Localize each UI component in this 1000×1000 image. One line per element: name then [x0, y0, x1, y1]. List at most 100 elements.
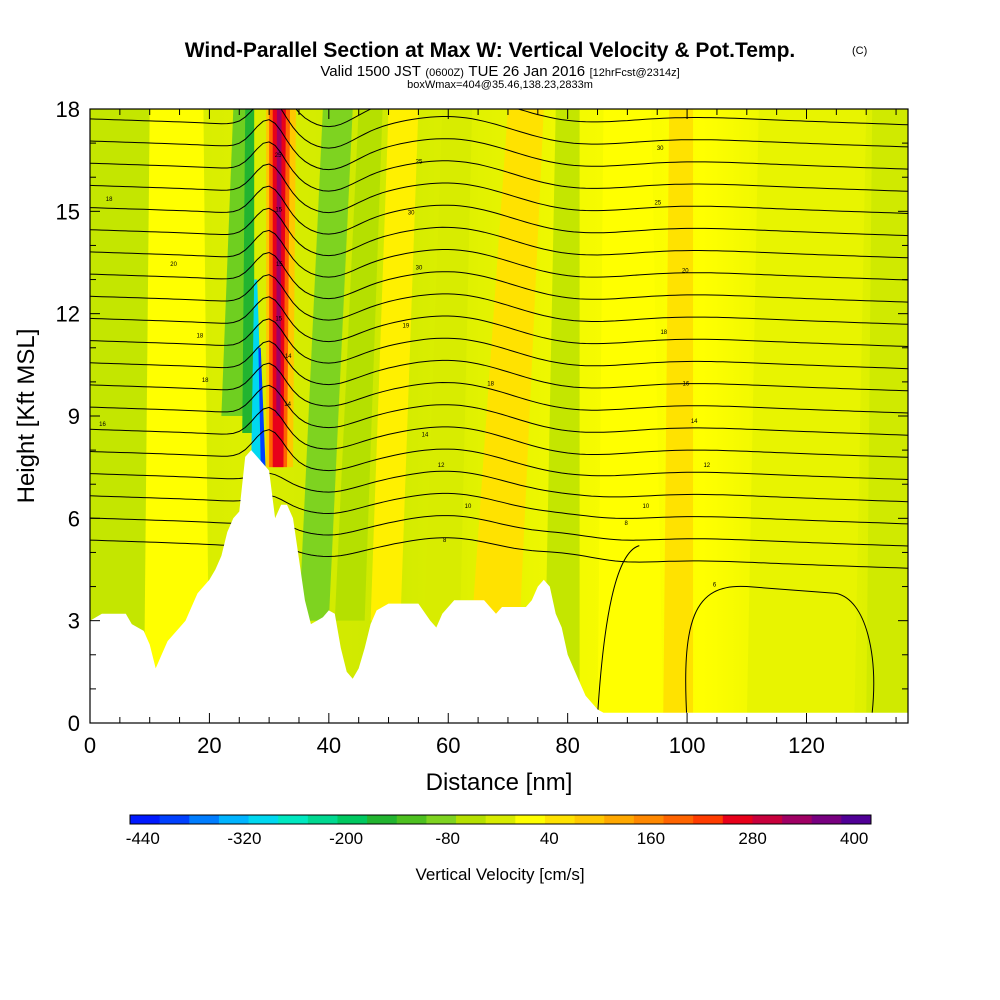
colorbar-swatch [722, 815, 753, 824]
colorbar-swatch [544, 815, 576, 824]
colorbar-swatch [782, 815, 813, 824]
colorbar-swatch [248, 815, 279, 824]
band-left-yellow [143, 109, 210, 723]
colorbar-swatch [159, 815, 190, 824]
band-lee-yellow [370, 109, 419, 621]
theta-contour [90, 296, 908, 347]
contour-label: 14 [422, 433, 429, 439]
band-updraft-max [276, 109, 282, 416]
theta-contour [90, 515, 908, 547]
contour-label: 10 [465, 504, 472, 510]
contour-label: 12 [438, 463, 445, 469]
colorbar-swatch [426, 815, 457, 824]
band-lee-green-2 [334, 109, 383, 621]
theta-contour [90, 429, 908, 480]
contour-label: 16 [99, 422, 106, 428]
chart-subtitle2: boxWmax=404@35.46,138.23,2833m [407, 79, 593, 91]
contour-label: 18 [106, 197, 113, 203]
theta-contour [90, 141, 908, 192]
contour-label: 30 [408, 211, 415, 217]
band-downdraft-mid [242, 109, 255, 434]
colorbar-swatch [278, 815, 309, 824]
plot-area: 18 20 18 18 16 25 15 15 15 14 14 25 30 30 19 18 14 12 10 8 3… [90, 109, 908, 723]
band-right-orange [663, 109, 694, 723]
colorbar-swatch [633, 815, 665, 824]
colorbar-tick-label: 160 [637, 829, 665, 848]
contour-label: 15 [275, 207, 282, 213]
colorbar-swatch [752, 815, 783, 824]
contour-label: 18 [487, 381, 494, 387]
contour-labels: 18 20 18 18 16 25 15 15 15 14 14 25 30 30 19 18 14 12 10 8 3… [99, 146, 717, 589]
contour-label: 15 [276, 262, 283, 268]
x-tick-label: 80 [555, 733, 579, 758]
band-mid-yellow [472, 109, 544, 621]
colorbar-swatch [515, 815, 546, 824]
velocity-bands [90, 109, 908, 723]
y-tick-label: 18 [56, 97, 80, 122]
contour-label: 30 [416, 265, 423, 271]
x-tick-label: 0 [84, 733, 96, 758]
band-lee-green-1 [298, 109, 353, 621]
band-edge [866, 109, 908, 723]
theta-contour [90, 207, 908, 259]
contour-label: 14 [691, 419, 698, 425]
contour-label: 8 [625, 521, 629, 527]
y-axis-label: Height [Kft MSL] [13, 329, 40, 504]
colorbar [129, 814, 872, 825]
band-right-green [543, 109, 580, 723]
chart-title: Wind-Parallel Section at Max W: Vertical… [185, 39, 796, 62]
colorbar-tick-label: -440 [126, 829, 160, 848]
y-tick-label: 3 [68, 609, 80, 634]
x-axis-label: Distance [nm] [426, 769, 573, 796]
colorbar-swatch [130, 815, 161, 824]
theta-contour [90, 470, 908, 503]
colorbar-swatch [604, 815, 635, 824]
band-right-yellow [597, 109, 664, 723]
colorbar-swatch [693, 815, 724, 824]
y-tick-label: 0 [68, 711, 80, 736]
subtitle-prefix: Valid 1500 JST [320, 63, 421, 80]
y-tick-label: 9 [68, 404, 80, 429]
theta-contour [295, 109, 908, 128]
contour-label: 16 [683, 381, 690, 387]
x-tick-label: 60 [436, 733, 460, 758]
colorbar-swatch [307, 815, 338, 824]
theta-contour [90, 492, 908, 525]
contour-label: 19 [403, 323, 410, 329]
contour-label: 30 [657, 146, 664, 152]
contour-label: 20 [170, 262, 177, 268]
colorbar-swatch [456, 815, 487, 824]
theta-contour [90, 229, 908, 281]
colorbar-swatch [485, 815, 516, 824]
contour-label: 25 [275, 153, 282, 159]
colorbar-swatch [337, 815, 368, 824]
band-downdraft-min [258, 347, 266, 468]
x-tick-label: 40 [317, 733, 341, 758]
colorbar-tick-labels: -440 -320 -200 -80 40 160 280 400 [126, 829, 869, 848]
contour-label: 25 [654, 201, 661, 207]
x-tick-label: 100 [669, 733, 706, 758]
theta-contour [90, 340, 908, 392]
colorbar-swatch [811, 815, 842, 824]
x-tick-label: 120 [788, 733, 825, 758]
contour-label: 20 [682, 269, 689, 275]
colorbar-swatch [663, 815, 694, 824]
theta-contour [90, 362, 908, 414]
colorbar-tick-label: 280 [738, 829, 766, 848]
colorbar-swatch [841, 815, 872, 824]
title-mark: (C) [852, 45, 867, 57]
theta-contour [90, 185, 908, 237]
colorbar-swatch [218, 815, 250, 824]
axis-ticks [89, 108, 908, 724]
theta-closed-contour [685, 585, 875, 723]
colorbar-swatch [396, 815, 427, 824]
theta-contour [90, 109, 908, 149]
contour-label: 14 [284, 402, 291, 408]
contour-label: 18 [660, 330, 667, 336]
colorbar-tick-label: -200 [329, 829, 363, 848]
colorbar-swatch [574, 815, 605, 824]
y-tick-label: 6 [68, 506, 80, 531]
y-tick-label: 15 [56, 199, 80, 224]
band-far-right [746, 109, 867, 723]
